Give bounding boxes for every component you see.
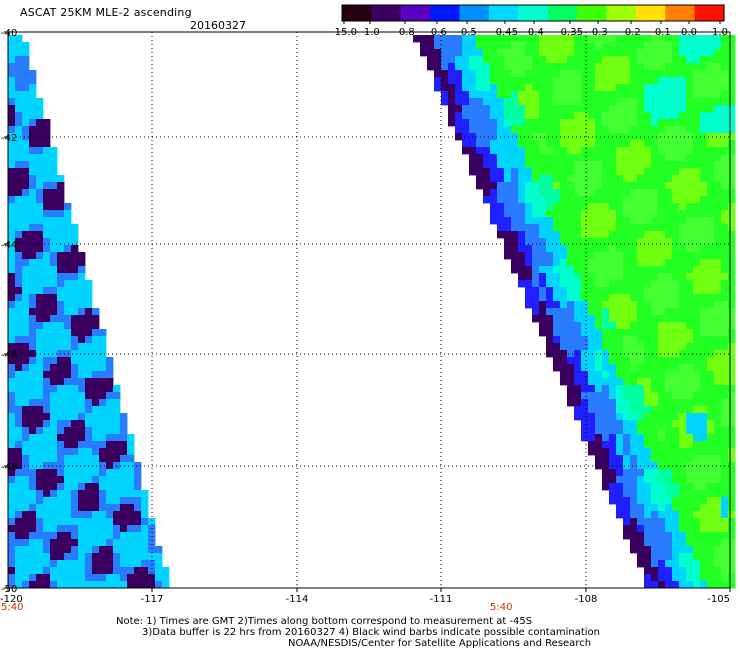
longitude-label: -108 xyxy=(575,594,598,605)
latitude-label: -46 xyxy=(1,350,17,361)
colorbar-tick-label: -0.3 xyxy=(588,27,608,38)
colorbar-segment xyxy=(459,5,490,21)
longitude-label: -111 xyxy=(430,594,453,605)
note-line-1: Note: 1) Times are GMT 2)Times along bot… xyxy=(116,616,533,627)
colorbar: -15.0 -1.0 -0.8 -0.6 -0.5 -0.45 -0.4 -0.35 -0.3 -… xyxy=(331,4,728,38)
colorbar-segment xyxy=(488,5,519,21)
latitude-label: -48 xyxy=(1,462,17,473)
graticule xyxy=(8,32,730,588)
map-date: 20160327 xyxy=(190,19,246,32)
longitude-label: -120 xyxy=(0,594,23,605)
colorbar-segment xyxy=(430,5,461,21)
pass-time-label: 5:40 xyxy=(1,602,23,613)
longitude-label: -117 xyxy=(141,594,164,605)
colorbar-tick-label: -0.45 xyxy=(492,27,518,38)
colorbar-tick-label: -0.1 xyxy=(651,27,671,38)
map-frame xyxy=(7,31,731,589)
colorbar-tick-label: -1.0 xyxy=(360,27,380,38)
colorbar-tick-label: -0.5 xyxy=(457,27,477,38)
colorbar-tick-label: -0.4 xyxy=(524,27,544,38)
colorbar-tick-label: -0.2 xyxy=(621,27,641,38)
colorbar-border xyxy=(341,4,725,22)
swath-data xyxy=(8,35,736,589)
colorbar-segment xyxy=(577,5,608,21)
colorbar-segment xyxy=(665,5,696,21)
colorbar-tick-label: -0.35 xyxy=(557,27,583,38)
pass-time-label: 5:40 xyxy=(490,602,512,613)
latitude-label: -40 xyxy=(1,28,17,39)
colorbar-segment xyxy=(635,5,666,21)
colorbar-segment xyxy=(606,5,637,21)
longitude-label: -105 xyxy=(707,594,730,605)
latitude-label: -42 xyxy=(1,133,17,144)
note-line-2: 3)Data buffer is 22 hrs from 20160327 4)… xyxy=(142,627,600,638)
axis-labels: -120 -117 -114 -111 -108 -105 -40 -42 -44 -46 -48 -… xyxy=(0,28,731,613)
note-line-3: NOAA/NESDIS/Center for Satellite Applica… xyxy=(288,638,592,649)
colorbar-tick-label: -0.8 xyxy=(395,27,415,38)
colorbar-tick-label: 0.0 xyxy=(681,27,697,38)
colorbar-tick-label: 1.0 xyxy=(712,27,728,38)
map-title: ASCAT 25KM MLE-2 ascending xyxy=(20,6,192,19)
colorbar-segment xyxy=(342,5,372,21)
colorbar-tick-label: -15.0 xyxy=(331,27,357,38)
colorbar-tick-label: -0.6 xyxy=(427,27,447,38)
colorbar-segment xyxy=(371,5,402,21)
longitude-label: -114 xyxy=(286,594,309,605)
colorbar-segment xyxy=(547,5,578,21)
colorbar-segment xyxy=(518,5,549,21)
colorbar-segment xyxy=(400,5,431,21)
latitude-label: -44 xyxy=(1,240,17,251)
latitude-label: -50 xyxy=(1,584,17,595)
colorbar-segment xyxy=(694,5,725,21)
